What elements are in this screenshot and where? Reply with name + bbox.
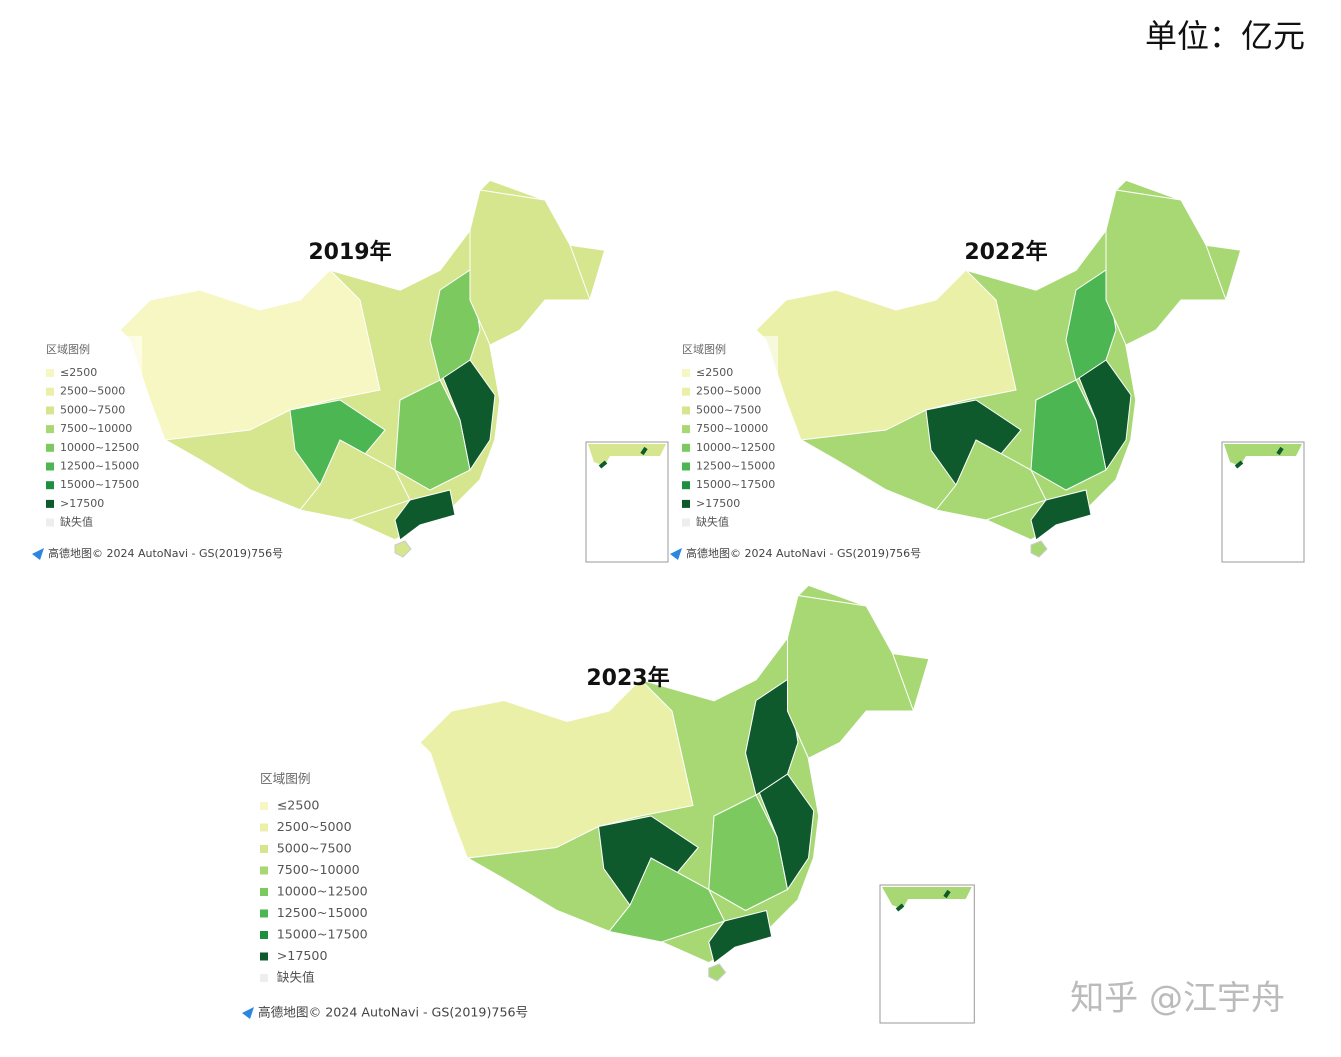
legend-swatch — [46, 369, 54, 377]
legend-label: 2500~5000 — [696, 385, 761, 398]
region — [1105, 189, 1227, 346]
map-title: 2022年 — [964, 239, 1047, 265]
legend-label: ≤2500 — [60, 366, 97, 379]
legend-swatch — [46, 387, 54, 396]
legend-label: ≤2500 — [696, 366, 733, 379]
amap-logo — [32, 548, 44, 560]
legend-swatch — [260, 887, 268, 896]
hainan — [394, 540, 412, 558]
legend-swatch — [260, 930, 268, 939]
legend-label: 2500~5000 — [277, 819, 352, 834]
legend-swatch — [46, 443, 54, 452]
legend-swatch — [46, 462, 54, 471]
legend-label: 10000~12500 — [277, 883, 368, 898]
legend-label: 15000~17500 — [696, 478, 775, 491]
legend-swatch — [260, 973, 268, 982]
legend-label: 缺失值 — [60, 515, 93, 529]
legend-swatch — [260, 909, 268, 918]
inset-frame — [879, 884, 975, 1024]
legend-label: 7500~10000 — [60, 422, 132, 435]
region — [786, 594, 915, 759]
legend-swatch — [46, 518, 54, 527]
legend-swatch — [682, 481, 690, 490]
legend-swatch — [682, 443, 690, 452]
legend-swatch — [682, 369, 690, 377]
inset-coast — [598, 446, 648, 469]
legend-swatch — [260, 952, 268, 961]
legend-swatch — [260, 844, 268, 853]
hainan — [708, 963, 727, 982]
legend-label: >17500 — [696, 497, 740, 510]
region — [119, 269, 381, 441]
legend-label: 缺失值 — [277, 969, 315, 984]
legend-swatch — [682, 406, 690, 415]
legend-label: 5000~7500 — [60, 403, 125, 416]
legend-title: 区域图例 — [260, 771, 311, 786]
china-map — [118, 179, 606, 558]
legend-label: 10000~12500 — [60, 441, 139, 454]
legend-swatch — [682, 387, 690, 396]
map-title: 2023年 — [586, 665, 669, 691]
region — [608, 857, 726, 943]
amap-logo — [242, 1007, 254, 1019]
legend-label: 15000~17500 — [60, 478, 139, 491]
legend-label: 15000~17500 — [277, 926, 368, 941]
legend-swatch — [46, 481, 54, 490]
legend-label: 12500~15000 — [60, 460, 139, 473]
legend-box — [256, 764, 371, 994]
legend-title: 区域图例 — [46, 342, 90, 356]
legend-label: 7500~10000 — [696, 422, 768, 435]
legend-swatch — [682, 425, 690, 434]
china-map — [754, 179, 1242, 558]
legend-label: 7500~10000 — [277, 862, 360, 877]
region — [755, 269, 1017, 441]
attribution: 高德地图© 2024 AutoNavi - GS(2019)756号 — [686, 546, 921, 560]
attribution: 高德地图© 2024 AutoNavi - GS(2019)756号 — [48, 546, 283, 560]
legend-swatch — [46, 425, 54, 434]
region — [469, 189, 591, 346]
region — [708, 909, 773, 964]
region — [419, 678, 694, 859]
legend-label: 12500~15000 — [277, 905, 368, 920]
region — [1030, 489, 1092, 541]
legend-box — [678, 336, 778, 536]
legend-swatch — [260, 801, 268, 810]
watermark: 知乎 @江宇舟 — [1070, 979, 1285, 1019]
legend-swatch — [682, 499, 690, 508]
amap-logo — [670, 548, 682, 560]
legend-label: ≤2500 — [277, 797, 320, 812]
unit-label: 单位：亿元 — [1145, 17, 1305, 55]
legend-swatch — [260, 866, 268, 875]
map-title: 2019年 — [308, 239, 391, 265]
legend-box — [42, 336, 142, 536]
legend-swatch — [682, 518, 690, 527]
china-map — [418, 584, 931, 982]
region — [394, 489, 456, 541]
attribution: 高德地图© 2024 AutoNavi - GS(2019)756号 — [258, 1005, 528, 1020]
inset-coast — [895, 889, 951, 912]
legend-swatch — [260, 823, 268, 832]
legend-swatch — [682, 462, 690, 471]
legend-label: 2500~5000 — [60, 385, 125, 398]
legend-label: >17500 — [60, 497, 104, 510]
legend-swatch — [46, 499, 54, 508]
inset-frame — [585, 441, 669, 563]
legend-title: 区域图例 — [682, 342, 726, 356]
legend-label: 5000~7500 — [277, 840, 352, 855]
region — [935, 439, 1047, 521]
legend-label: 缺失值 — [696, 515, 729, 529]
inset-coast — [1234, 446, 1284, 469]
legend-label: 10000~12500 — [696, 441, 775, 454]
region — [299, 439, 411, 521]
hainan — [1030, 540, 1048, 558]
legend-label: 5000~7500 — [696, 403, 761, 416]
legend-swatch — [46, 406, 54, 415]
legend-label: >17500 — [277, 948, 328, 963]
legend-label: 12500~15000 — [696, 460, 775, 473]
